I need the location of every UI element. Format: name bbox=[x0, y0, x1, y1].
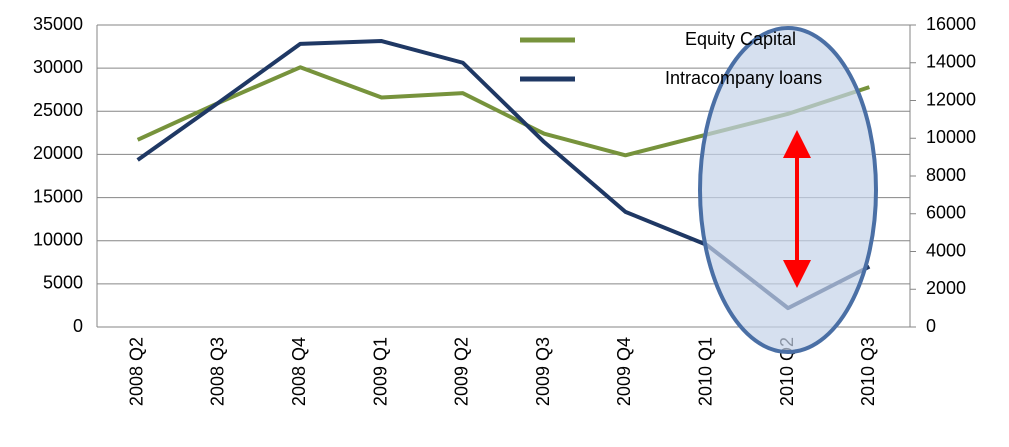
highlight-ellipse bbox=[698, 26, 878, 354]
y2-tick-label: 6000 bbox=[926, 203, 966, 223]
y2-tick-label: 14000 bbox=[926, 52, 976, 72]
y-tick-label: 35000 bbox=[33, 14, 83, 34]
x-tick-label: 2009 Q1 bbox=[370, 337, 390, 406]
y2-tick-label: 16000 bbox=[926, 14, 976, 34]
y-tick-label: 20000 bbox=[33, 143, 83, 163]
arrow bbox=[783, 130, 811, 288]
legend-label: Intracompany loans bbox=[665, 68, 822, 88]
y-tick-label: 30000 bbox=[33, 57, 83, 77]
x-tick-label: 2008 Q4 bbox=[289, 337, 309, 406]
y2-tick-label: 0 bbox=[926, 316, 936, 336]
y2-tick-label: 10000 bbox=[926, 127, 976, 147]
y-tick-label: 5000 bbox=[43, 273, 83, 293]
y-tick-label: 25000 bbox=[33, 100, 83, 120]
x-tick-label: 2010 Q1 bbox=[696, 337, 716, 406]
y2-tick-label: 8000 bbox=[926, 165, 966, 185]
legend-label: Equity Capital bbox=[685, 29, 796, 49]
y2-tick-label: 4000 bbox=[926, 240, 966, 260]
x-tick-label: 2010 Q3 bbox=[858, 337, 878, 406]
y2-tick-label: 12000 bbox=[926, 89, 976, 109]
x-tick-label: 2008 Q2 bbox=[126, 337, 146, 406]
y-tick-label: 10000 bbox=[33, 229, 83, 249]
y-tick-label: 15000 bbox=[33, 186, 83, 206]
x-tick-label: 2008 Q3 bbox=[208, 337, 228, 406]
x-tick-label: 2009 Q2 bbox=[452, 337, 472, 406]
x-tick-label: 2009 Q3 bbox=[533, 337, 553, 406]
y2-tick-label: 2000 bbox=[926, 278, 966, 298]
x-tick-label: 2009 Q4 bbox=[614, 337, 634, 406]
x-tick-label: 2010 Q2 bbox=[777, 337, 797, 406]
y-tick-label: 0 bbox=[73, 316, 83, 336]
